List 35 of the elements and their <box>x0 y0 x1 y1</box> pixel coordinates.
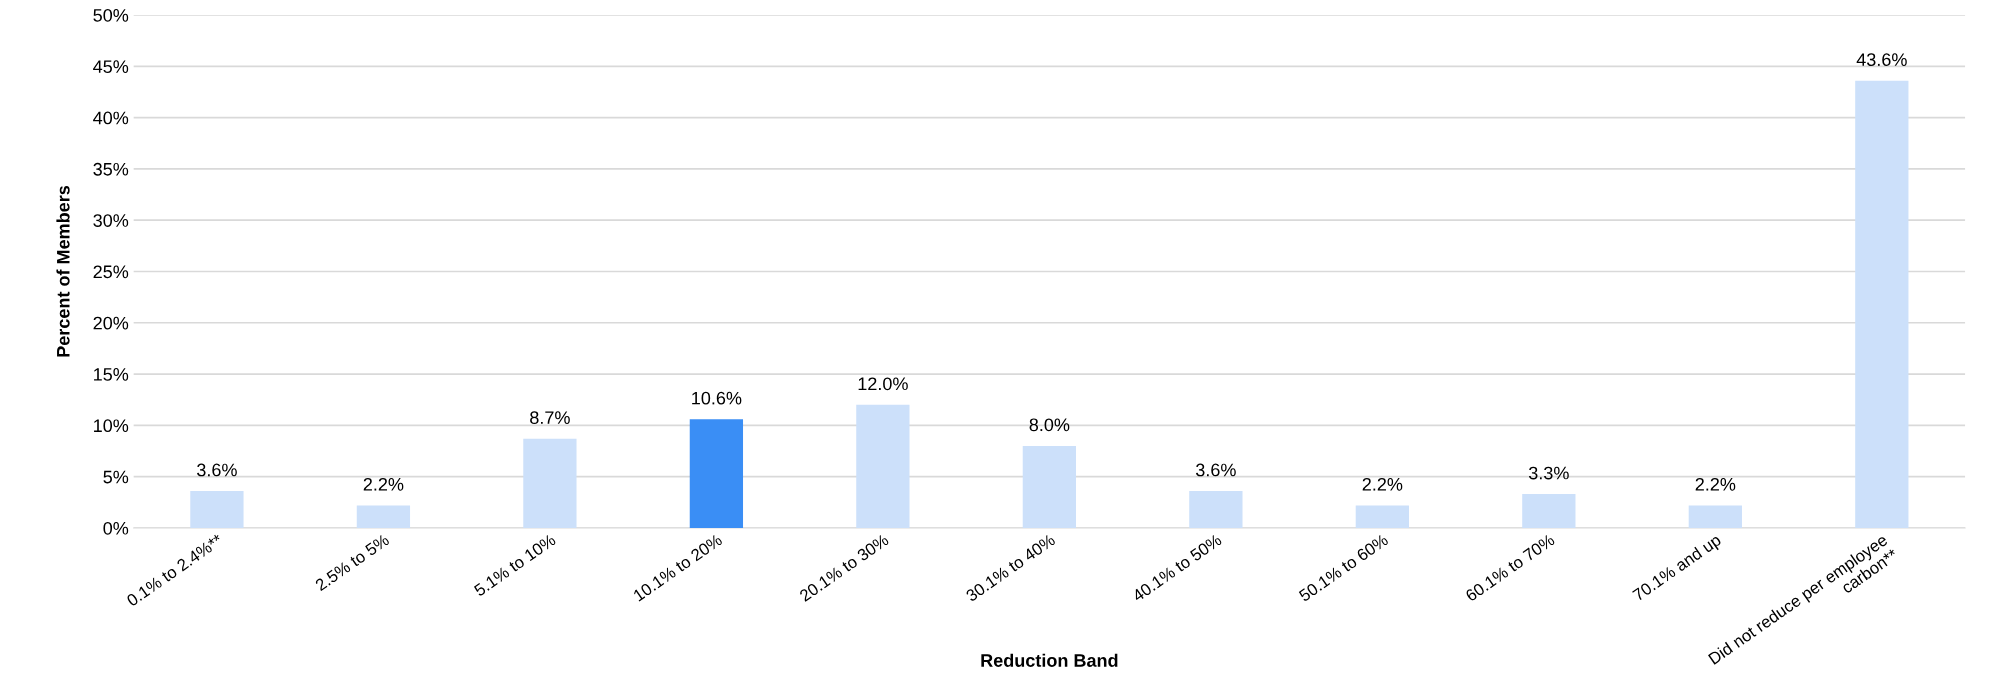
bar <box>356 505 411 528</box>
bar <box>1522 494 1576 528</box>
y-tick-label: 30% <box>93 214 129 227</box>
y-tick-label: 0% <box>103 521 129 535</box>
bar <box>1855 80 1909 528</box>
data-label: 8.7% <box>530 411 570 425</box>
x-axis-title: Reduction Band <box>981 653 1118 667</box>
data-label: 3.6% <box>1195 463 1236 477</box>
data-label: 3.3% <box>1528 466 1569 480</box>
bar <box>1355 505 1409 528</box>
y-tick-label: 35% <box>93 162 129 176</box>
y-tick-label: 50% <box>93 8 129 22</box>
bar <box>1189 491 1243 528</box>
y-tick-label: 20% <box>93 316 129 330</box>
data-label: 3.6% <box>197 463 237 477</box>
bar <box>523 438 577 528</box>
bar <box>190 491 244 528</box>
y-tick-label: 15% <box>94 368 129 381</box>
data-label: 2.2% <box>1362 477 1403 491</box>
y-tick-label: 5% <box>103 470 129 484</box>
data-label: 2.2% <box>1695 477 1736 491</box>
y-tick-label: 10% <box>94 419 129 433</box>
data-label: 12.0% <box>858 377 908 391</box>
data-label: 43.6% <box>1856 53 1907 66</box>
y-tick-label: 25% <box>93 265 129 279</box>
bar <box>1688 505 1742 528</box>
bar <box>689 419 744 528</box>
bar <box>856 404 910 528</box>
y-tick-label: 40% <box>93 111 129 125</box>
bar <box>1022 445 1077 528</box>
y-tick-label: 45% <box>93 60 129 74</box>
data-label: 8.0% <box>1029 418 1070 432</box>
data-label: 2.2% <box>363 477 404 491</box>
y-axis-title: Percent of Members <box>56 185 70 357</box>
data-label: 10.6% <box>692 391 742 405</box>
